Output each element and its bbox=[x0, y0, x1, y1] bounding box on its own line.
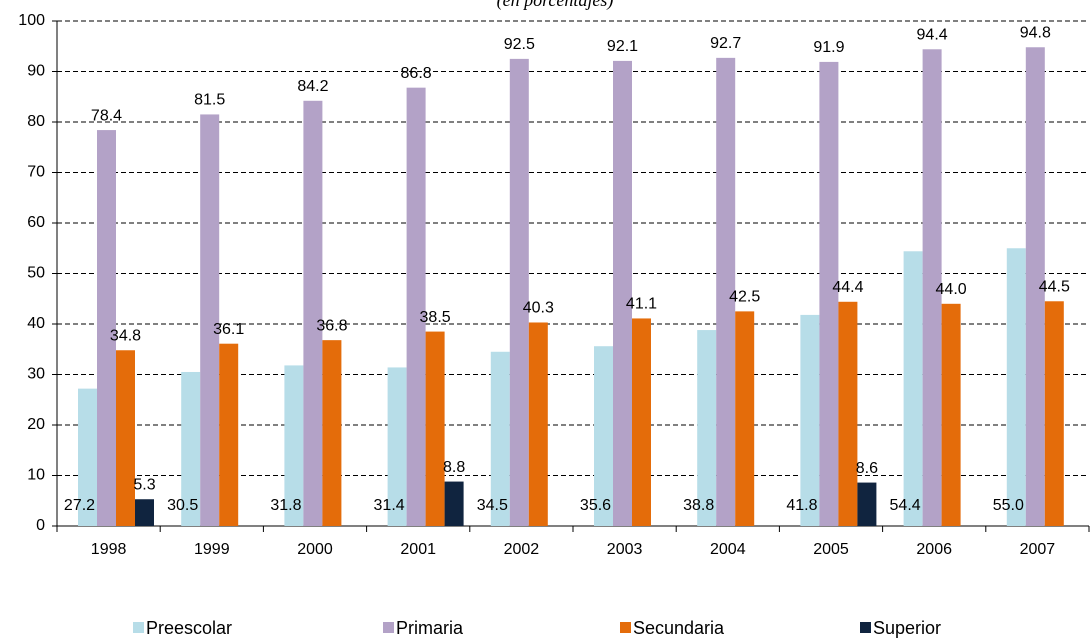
bar bbox=[1044, 301, 1064, 526]
bar bbox=[200, 114, 220, 527]
data-label: 27.2 bbox=[64, 497, 95, 514]
data-label: 31.4 bbox=[374, 497, 405, 514]
bar bbox=[490, 351, 510, 526]
y-tick-label: 30 bbox=[27, 366, 45, 383]
data-label: 38.8 bbox=[683, 497, 714, 514]
data-label: 8.8 bbox=[443, 459, 465, 476]
x-tick-label: 1999 bbox=[194, 541, 230, 558]
bar bbox=[941, 303, 961, 526]
y-tick-label: 60 bbox=[27, 214, 45, 231]
y-tick-label: 20 bbox=[27, 416, 45, 433]
x-tick-label: 1998 bbox=[91, 541, 127, 558]
bar bbox=[838, 301, 858, 526]
legend-swatch bbox=[133, 622, 144, 633]
x-tick-label: 2006 bbox=[916, 541, 952, 558]
bar bbox=[509, 58, 529, 526]
data-label: 30.5 bbox=[167, 497, 198, 514]
x-tick-label: 2005 bbox=[813, 541, 849, 558]
data-label: 44.5 bbox=[1039, 278, 1070, 295]
bar bbox=[632, 318, 651, 526]
bar bbox=[387, 367, 407, 526]
data-label: 78.4 bbox=[91, 107, 122, 124]
legend-label: Primaria bbox=[396, 618, 464, 638]
data-label: 36.8 bbox=[316, 317, 347, 334]
legend-label: Preescolar bbox=[146, 618, 232, 638]
data-label: 42.5 bbox=[729, 289, 760, 306]
bar bbox=[800, 314, 820, 526]
data-label: 5.3 bbox=[133, 476, 155, 493]
bar bbox=[322, 340, 342, 526]
data-label: 81.5 bbox=[194, 92, 225, 109]
x-tick-label: 2003 bbox=[607, 541, 643, 558]
bar bbox=[903, 251, 923, 526]
data-label: 34.5 bbox=[477, 497, 508, 514]
y-tick-label: 70 bbox=[27, 164, 45, 181]
data-label: 8.6 bbox=[856, 460, 878, 477]
bar bbox=[857, 482, 877, 526]
x-tick-label: 2007 bbox=[1020, 541, 1056, 558]
data-label: 84.2 bbox=[297, 78, 328, 95]
bar bbox=[303, 100, 323, 526]
data-label: 91.9 bbox=[813, 39, 844, 56]
y-tick-label: 40 bbox=[27, 315, 45, 332]
bar bbox=[78, 388, 97, 526]
bar bbox=[97, 130, 116, 526]
legend-label: Secundaria bbox=[633, 618, 725, 638]
bar bbox=[922, 49, 942, 526]
bar bbox=[716, 57, 736, 527]
legend-swatch bbox=[620, 622, 631, 633]
x-tick-label: 2001 bbox=[400, 541, 436, 558]
data-label: 44.4 bbox=[832, 279, 863, 296]
bar bbox=[444, 481, 464, 526]
y-tick-label: 0 bbox=[36, 517, 45, 534]
data-label: 92.5 bbox=[504, 36, 535, 53]
data-label: 92.7 bbox=[710, 35, 741, 52]
bar bbox=[613, 60, 632, 527]
bar bbox=[425, 331, 445, 526]
data-label: 41.1 bbox=[626, 296, 657, 313]
data-label: 92.1 bbox=[607, 38, 638, 55]
bar bbox=[735, 311, 755, 526]
legend-swatch bbox=[383, 622, 394, 633]
y-tick-label: 100 bbox=[18, 12, 45, 29]
bar bbox=[181, 371, 201, 526]
data-label: 41.8 bbox=[786, 497, 817, 514]
data-label: 94.8 bbox=[1020, 24, 1051, 41]
bar bbox=[116, 350, 135, 526]
legend-swatch bbox=[860, 622, 871, 633]
bar bbox=[284, 365, 304, 526]
data-label: 40.3 bbox=[523, 300, 554, 317]
legend-label: Superior bbox=[873, 618, 941, 638]
bar bbox=[1006, 248, 1026, 526]
data-label: 94.4 bbox=[917, 26, 948, 43]
x-tick-label: 2000 bbox=[297, 541, 333, 558]
bar bbox=[219, 343, 239, 526]
y-tick-label: 80 bbox=[27, 113, 45, 130]
bar bbox=[528, 322, 548, 526]
data-label: 34.8 bbox=[110, 327, 141, 344]
x-tick-label: 2002 bbox=[504, 541, 540, 558]
data-label: 31.8 bbox=[270, 497, 301, 514]
bar bbox=[697, 330, 717, 526]
data-label: 54.4 bbox=[890, 497, 921, 514]
bar bbox=[406, 87, 426, 526]
chart-subtitle: (en porcentajes) bbox=[497, 0, 614, 11]
bar bbox=[1025, 47, 1045, 526]
y-tick-label: 90 bbox=[27, 63, 45, 80]
data-label: 36.1 bbox=[213, 321, 244, 338]
data-label: 44.0 bbox=[936, 281, 967, 298]
bar bbox=[135, 499, 154, 526]
data-label: 38.5 bbox=[420, 309, 451, 326]
bar bbox=[819, 61, 839, 526]
bar bbox=[594, 346, 613, 526]
y-tick-label: 50 bbox=[27, 265, 45, 282]
y-tick-label: 10 bbox=[27, 467, 45, 484]
data-label: 55.0 bbox=[993, 497, 1024, 514]
data-label: 86.8 bbox=[401, 65, 432, 82]
data-label: 35.6 bbox=[580, 497, 611, 514]
x-tick-label: 2004 bbox=[710, 541, 746, 558]
